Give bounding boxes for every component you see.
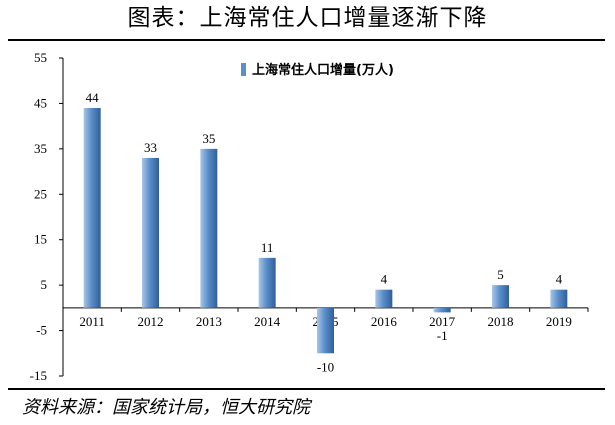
- x-tick-label: 2016: [371, 314, 398, 329]
- y-tick-label: 5: [41, 277, 48, 292]
- data-label: 35: [202, 131, 215, 146]
- x-tick-label: 2011: [79, 314, 105, 329]
- data-label: 5: [497, 267, 504, 282]
- legend: 上海常住人口增量(万人): [241, 62, 394, 78]
- data-label: 4: [381, 272, 388, 287]
- bar-2016: [375, 289, 393, 308]
- x-tick-label: 2017: [429, 314, 456, 329]
- data-label: 44: [86, 90, 100, 105]
- y-tick-label: 35: [34, 141, 47, 156]
- chart-frame: [8, 39, 605, 390]
- y-tick-label: 15: [34, 232, 47, 247]
- y-tick-label: 45: [34, 95, 47, 110]
- page-title: 图表：上海常住人口增量逐渐下降: [127, 5, 488, 31]
- data-label: 11: [261, 240, 274, 255]
- data-label: -1: [437, 328, 448, 343]
- x-tick-label: 2019: [546, 314, 572, 329]
- bars: [83, 107, 568, 354]
- x-tick-label: 2013: [196, 314, 222, 329]
- y-tick-label: 55: [34, 50, 47, 65]
- y-axis: 55 45 35 25 15 5 -5 -15: [30, 50, 64, 383]
- bar-2014: [258, 257, 276, 308]
- y-tick-label: -5: [36, 323, 47, 338]
- source-note: 资料来源：国家统计局，恒大研究院: [22, 397, 310, 418]
- legend-swatch: [241, 63, 246, 76]
- bar-2017: [433, 307, 451, 313]
- bar-2012: [142, 157, 159, 308]
- bar-2011: [83, 107, 101, 308]
- y-tick-label: -15: [30, 368, 47, 383]
- x-tick-label: 2018: [488, 314, 514, 329]
- bar-2019: [550, 289, 568, 308]
- bar-2018: [492, 285, 509, 308]
- y-tick-label: 25: [34, 186, 47, 201]
- legend-label: 上海常住人口增量(万人): [252, 62, 394, 78]
- data-label: 4: [556, 272, 563, 287]
- data-label: -10: [317, 359, 334, 374]
- bar-2015: [317, 307, 334, 354]
- data-labels: 44 33 35 11 -10 4 -1 5 4: [86, 90, 563, 374]
- x-tick-label: 2014: [254, 314, 281, 329]
- bar-2013: [200, 148, 218, 308]
- x-tick-label: 2012: [138, 314, 164, 329]
- data-label: 33: [144, 140, 157, 155]
